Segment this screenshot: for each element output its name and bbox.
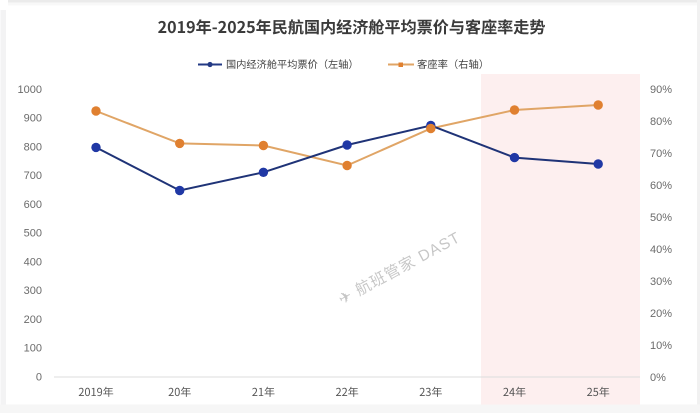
svg-text:10%: 10% [650,340,672,352]
svg-text:200: 200 [24,314,42,326]
svg-text:400: 400 [24,257,42,269]
svg-text:800: 800 [24,142,42,154]
svg-text:1000: 1000 [18,84,42,96]
svg-text:90%: 90% [650,84,672,96]
svg-text:300: 300 [24,285,42,297]
svg-text:40%: 40% [650,244,672,256]
svg-text:70%: 70% [650,148,672,160]
svg-text:0%: 0% [650,372,666,384]
svg-text:700: 700 [24,170,42,182]
svg-text:900: 900 [24,113,42,125]
svg-text:600: 600 [24,199,42,211]
svg-text:50%: 50% [650,212,672,224]
svg-text:0: 0 [36,372,42,384]
svg-text:80%: 80% [650,116,672,128]
svg-text:60%: 60% [650,180,672,192]
svg-text:100: 100 [24,343,42,355]
svg-text:500: 500 [24,228,42,240]
svg-text:30%: 30% [650,276,672,288]
svg-text:20%: 20% [650,308,672,320]
